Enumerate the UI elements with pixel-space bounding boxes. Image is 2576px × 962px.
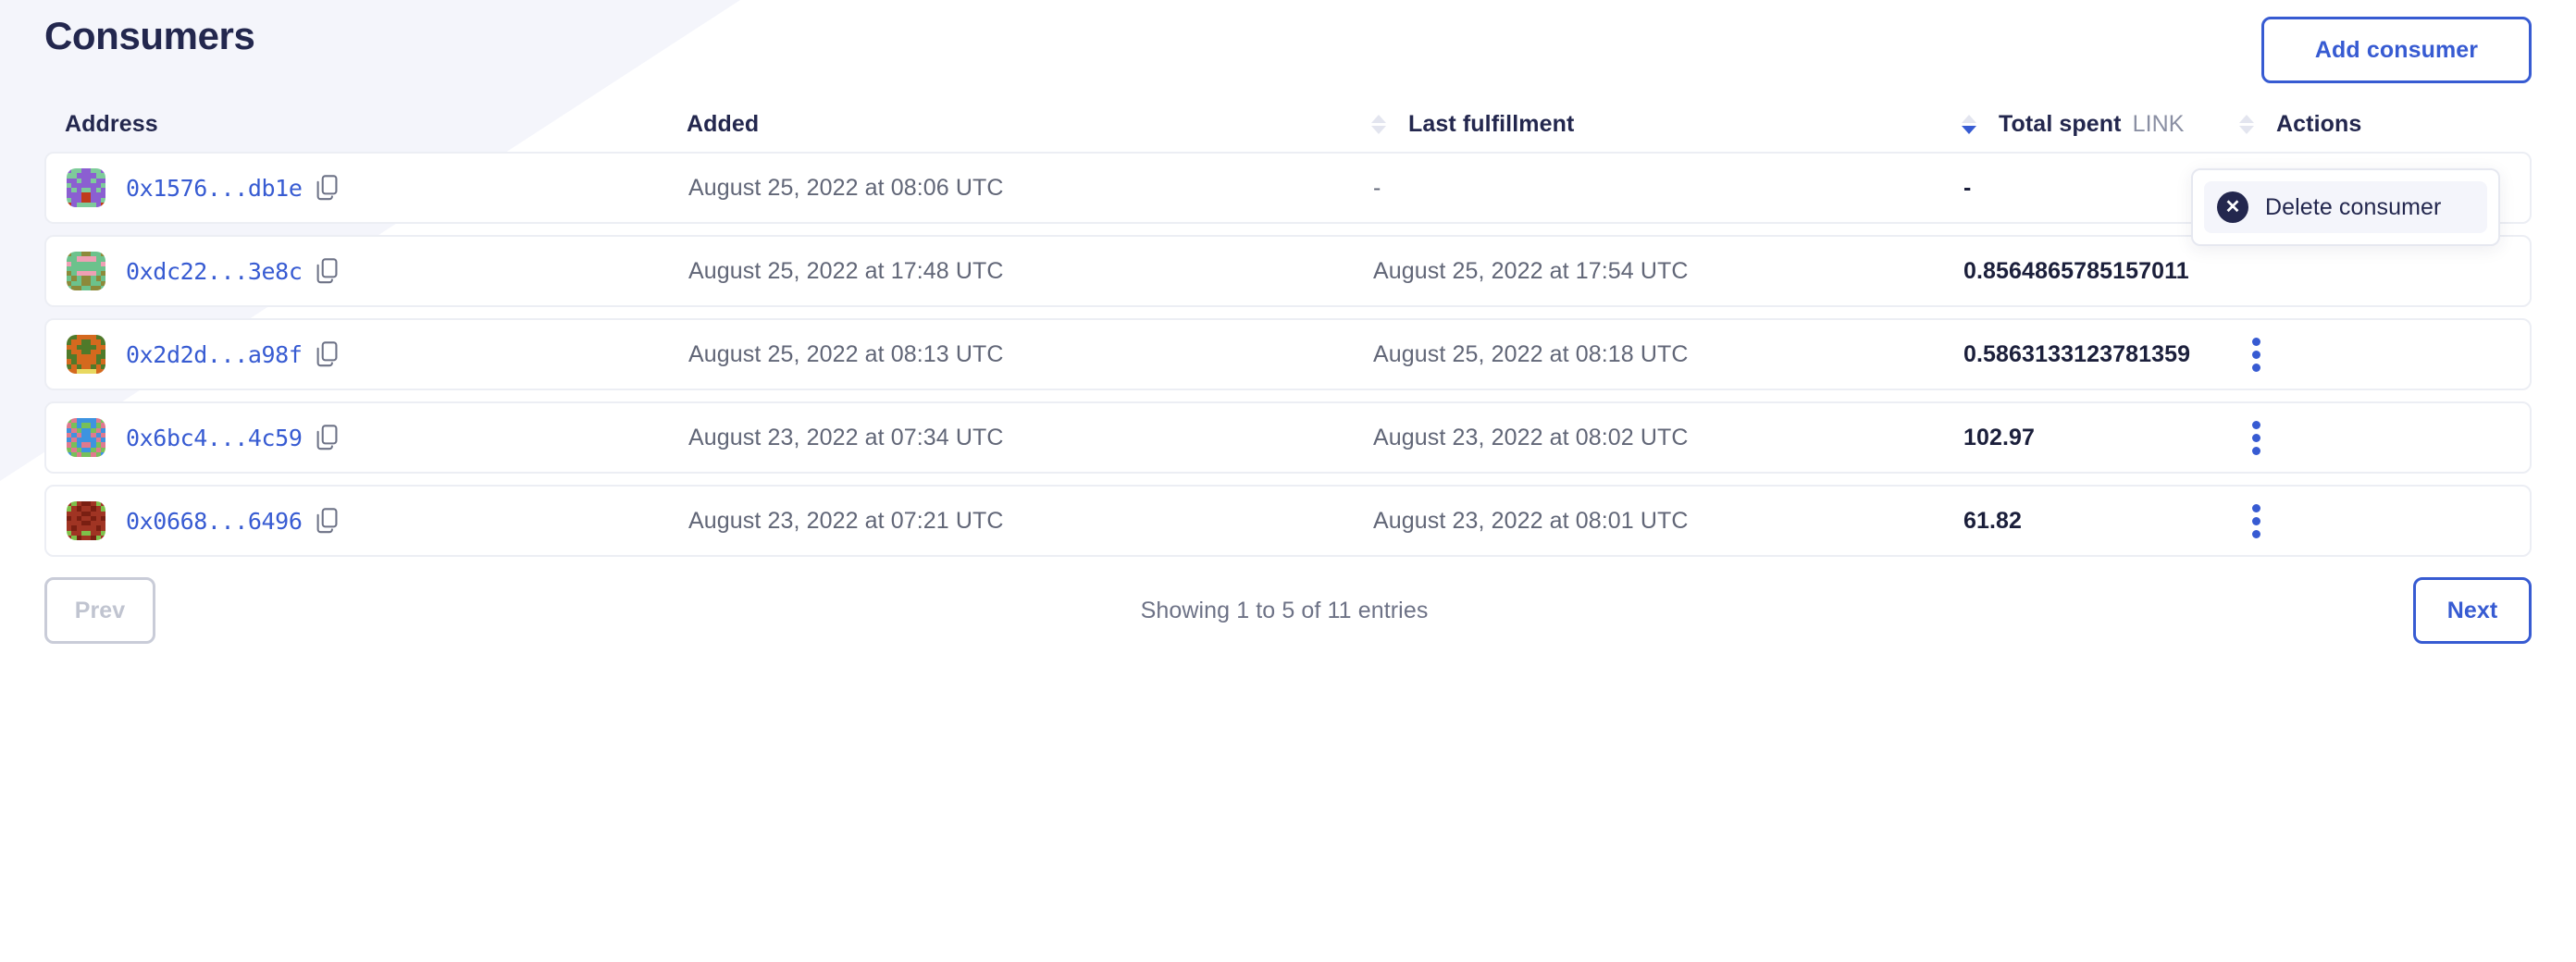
sort-toggle-total-spent[interactable] <box>2239 114 2254 134</box>
column-header-actions: Actions <box>2230 111 2511 138</box>
column-header-total-spent-unit: LINK <box>2132 110 2185 137</box>
cell-added: August 23, 2022 at 07:21 UTC <box>688 507 1004 534</box>
cell-total-spent: 0.5863133123781359 <box>1963 340 2191 367</box>
table-header-row: Address Added Last fulfillment Total spe… <box>44 96 2532 152</box>
sort-ascending-icon <box>2239 114 2254 123</box>
column-header-address-label: Address <box>65 110 158 137</box>
sort-toggle-added[interactable] <box>1371 114 1386 134</box>
showing-entries-text: Showing 1 to 5 of 11 entries <box>1140 597 1429 623</box>
cell-total-spent: 102.97 <box>1963 424 2036 450</box>
delete-consumer-label: Delete consumer <box>2265 193 2442 220</box>
consumer-address-link[interactable]: 0xdc22...3e8c <box>126 257 303 285</box>
cell-address: 0x2d2d...a98f <box>67 335 688 374</box>
consumer-address-link[interactable]: 0x2d2d...a98f <box>126 340 303 368</box>
delete-consumer-menu-item[interactable]: ✕ Delete consumer <box>2204 181 2487 233</box>
kebab-menu-icon[interactable] <box>2235 500 2276 541</box>
cell-total-spent: - <box>1963 174 1972 201</box>
blockie-avatar-5 <box>67 501 105 540</box>
sort-ascending-icon <box>1962 114 1976 123</box>
blockie-avatar-3 <box>67 335 105 374</box>
cell-address: 0x0668...6496 <box>67 501 688 540</box>
cell-last-fulfillment: August 23, 2022 at 08:02 UTC <box>1373 424 1689 450</box>
cell-actions <box>2232 251 2509 291</box>
column-header-actions-label: Actions <box>2276 110 2362 137</box>
table-row: 0x1576...db1e August 25, 2022 at 08:06 UT… <box>44 152 2532 224</box>
cell-added: August 23, 2022 at 07:34 UTC <box>688 424 1004 450</box>
pagination-bar: Prev Showing 1 to 5 of 11 entries Next <box>44 577 2532 644</box>
table-body: 0x1576...db1e August 25, 2022 at 08:06 UT… <box>44 152 2532 557</box>
cell-added: August 25, 2022 at 17:48 UTC <box>688 257 1004 284</box>
column-header-total-spent-label: Total spent <box>1999 110 2122 137</box>
consumer-address-link[interactable]: 0x0668...6496 <box>126 507 303 535</box>
consumer-address-link[interactable]: 0x6bc4...4c59 <box>126 424 303 451</box>
column-header-last-fulfillment[interactable]: Last fulfillment <box>1371 111 1962 138</box>
cell-actions <box>2232 334 2509 375</box>
copy-icon[interactable] <box>316 175 341 201</box>
column-header-total-spent[interactable]: Total spent LINK <box>1962 111 2230 138</box>
actions-dropdown-menu: ✕ Delete consumer <box>2191 168 2500 246</box>
delete-circle-x-icon: ✕ <box>2217 191 2248 223</box>
cell-last-fulfillment: August 25, 2022 at 17:54 UTC <box>1373 257 1689 284</box>
table-row: 0xdc22...3e8c August 25, 2022 at 17:48 UT… <box>44 235 2532 307</box>
copy-icon[interactable] <box>316 425 341 450</box>
sort-descending-icon <box>1962 125 1976 134</box>
consumer-address-link[interactable]: 0x1576...db1e <box>126 174 303 202</box>
page-header: Consumers Add consumer <box>44 0 2532 96</box>
column-header-address: Address <box>65 111 687 138</box>
kebab-menu-icon[interactable] <box>2235 334 2276 375</box>
table-row: 0x0668...6496 August 23, 2022 at 07:21 UT… <box>44 485 2532 557</box>
cell-added: August 25, 2022 at 08:06 UTC <box>688 174 1004 201</box>
cell-total-spent: 61.82 <box>1963 507 2023 534</box>
cell-actions <box>2232 500 2509 541</box>
sort-toggle-last-fulfillment[interactable] <box>1962 114 1976 134</box>
blockie-avatar-4 <box>67 418 105 457</box>
sort-descending-icon <box>2239 125 2254 134</box>
cell-last-fulfillment: August 23, 2022 at 08:01 UTC <box>1373 507 1689 534</box>
prev-page-button[interactable]: Prev <box>44 577 155 644</box>
cell-address: 0xdc22...3e8c <box>67 252 688 290</box>
cell-address: 0x1576...db1e <box>67 168 688 207</box>
copy-icon[interactable] <box>316 258 341 284</box>
column-header-added[interactable]: Added <box>687 111 1371 138</box>
sort-ascending-icon <box>1371 114 1386 123</box>
page-title: Consumers <box>44 14 255 57</box>
sort-descending-icon <box>1371 125 1386 134</box>
consumers-table: Address Added Last fulfillment Total spe… <box>44 96 2532 557</box>
cell-actions <box>2232 417 2509 458</box>
cell-total-spent: 0.8564865785157011 <box>1963 257 2189 284</box>
cell-last-fulfillment: - <box>1373 174 1381 201</box>
blockie-avatar-2 <box>67 252 105 290</box>
cell-added: August 25, 2022 at 08:13 UTC <box>688 340 1004 367</box>
column-header-added-label: Added <box>687 110 760 137</box>
column-header-last-fulfillment-label: Last fulfillment <box>1408 110 1575 137</box>
table-row: 0x2d2d...a98f August 25, 2022 at 08:13 UT… <box>44 318 2532 390</box>
table-row: 0x6bc4...4c59 August 23, 2022 at 07:34 UT… <box>44 401 2532 474</box>
kebab-menu-icon[interactable] <box>2235 417 2276 458</box>
next-page-button[interactable]: Next <box>2413 577 2532 644</box>
cell-last-fulfillment: August 25, 2022 at 08:18 UTC <box>1373 340 1689 367</box>
copy-icon[interactable] <box>316 341 341 367</box>
blockie-avatar-1 <box>67 168 105 207</box>
add-consumer-button[interactable]: Add consumer <box>2261 17 2532 83</box>
copy-icon[interactable] <box>316 508 341 534</box>
cell-address: 0x6bc4...4c59 <box>67 418 688 457</box>
